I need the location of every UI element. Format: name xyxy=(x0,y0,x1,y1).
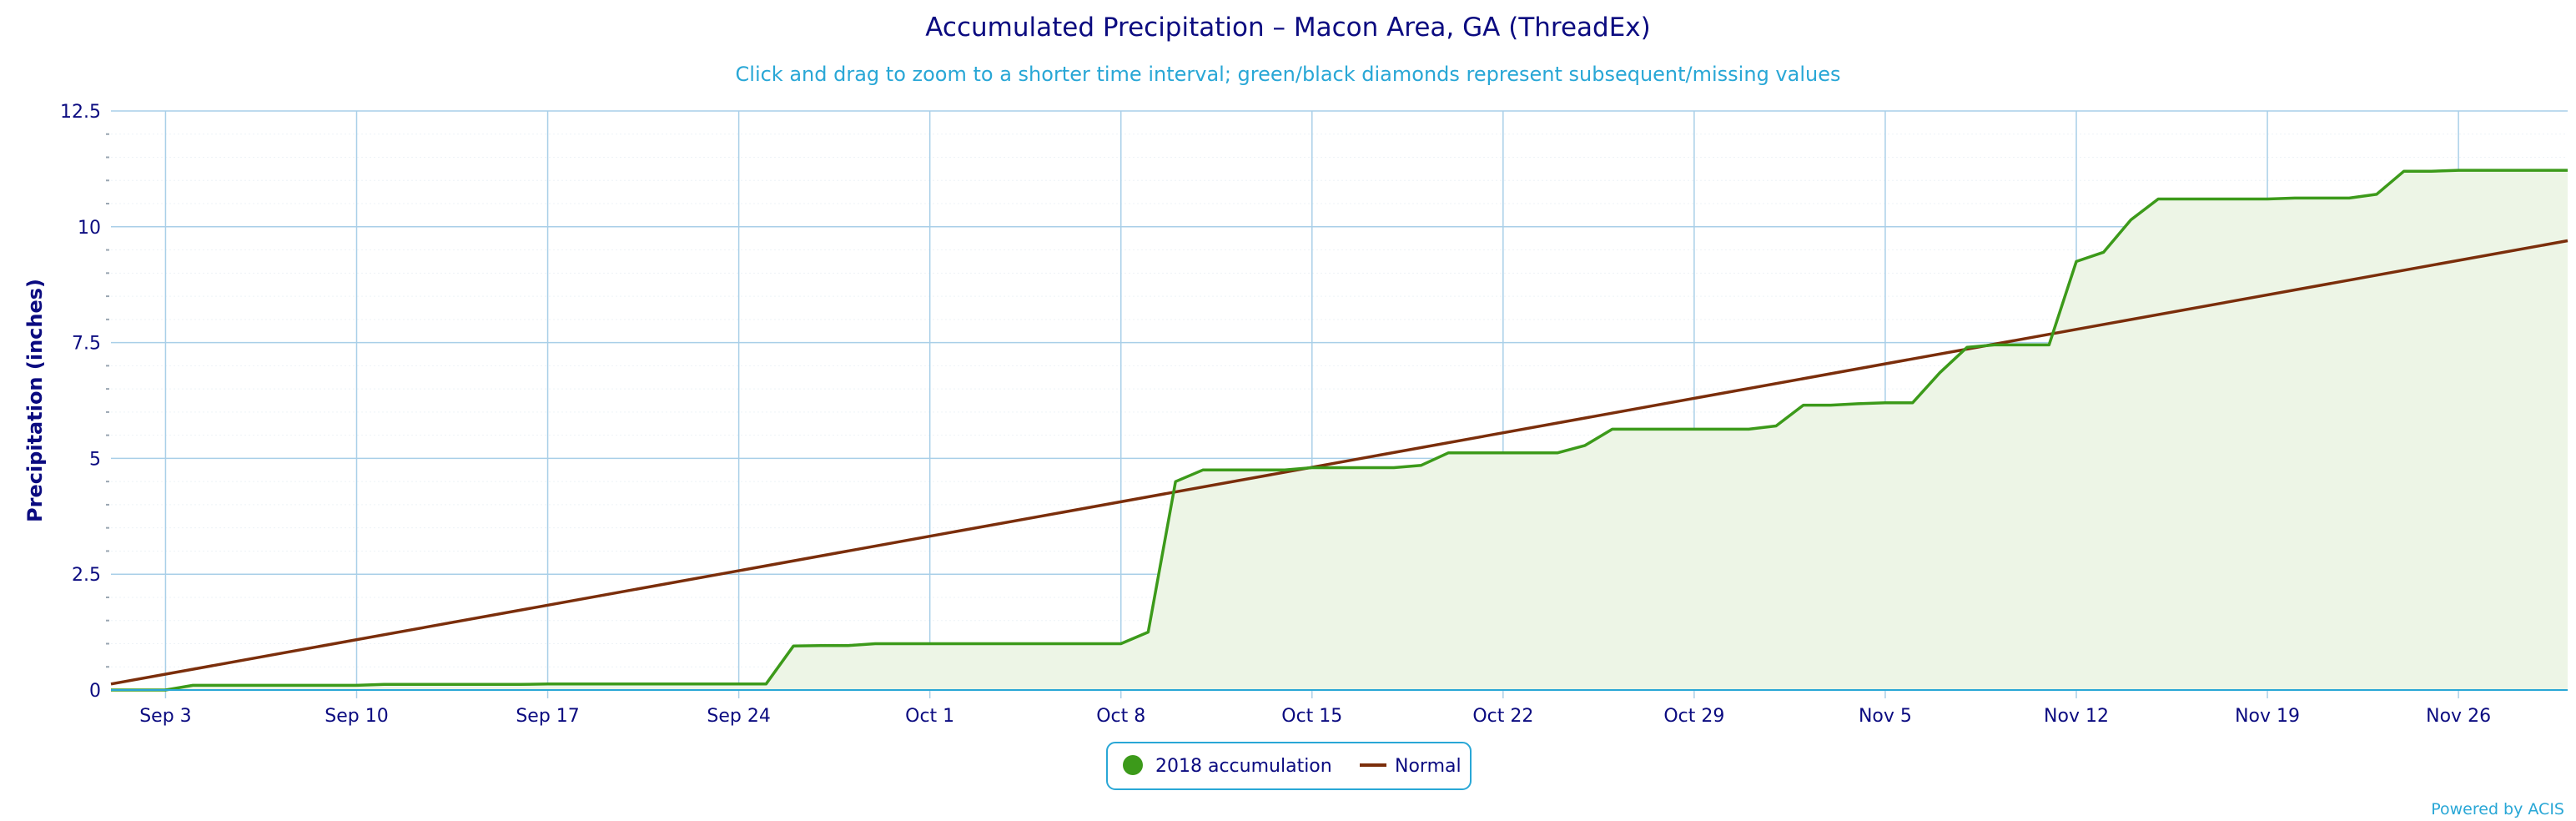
x-tick-label: Sep 10 xyxy=(325,706,388,727)
chart-title: Accumulated Precipitation – Macon Area, … xyxy=(925,13,1650,43)
x-tick-label: Nov 5 xyxy=(1859,706,1912,727)
x-tick-label: Nov 19 xyxy=(2235,706,2300,727)
y-tick-label: 10 xyxy=(78,218,101,239)
x-tick-label: Nov 12 xyxy=(2044,706,2109,727)
y-tick-label: 5 xyxy=(89,449,101,470)
accumulation-area xyxy=(111,170,2568,691)
legend-label-normal: Normal xyxy=(1395,756,1462,777)
x-tick-label: Oct 1 xyxy=(905,706,954,727)
x-tick-label: Sep 3 xyxy=(139,706,191,727)
plot-area[interactable]: 0 2.5 5 7.5 10 12.5 Sep 3 Sep 10 Sep 17 Sep 24 Oct… xyxy=(60,102,2568,727)
y-tick-label: 0 xyxy=(89,681,101,702)
y-tick-label: 7.5 xyxy=(72,334,101,355)
powered-by-credit[interactable]: Powered by ACIS xyxy=(2431,800,2564,818)
chart-subtitle: Click and drag to zoom to a shorter time… xyxy=(736,63,1841,86)
legend-marker-accumulation xyxy=(1123,755,1143,775)
x-tick-label: Oct 29 xyxy=(1663,706,1724,727)
x-tick-label: Sep 24 xyxy=(707,706,770,727)
accumulation-line[interactable] xyxy=(111,169,2568,692)
legend-item-normal[interactable]: Normal xyxy=(1360,756,1462,777)
legend-box xyxy=(1106,742,1472,790)
x-tick-label: Nov 26 xyxy=(2426,706,2491,727)
y-tick-label: 2.5 xyxy=(72,565,101,586)
legend-label-accumulation: 2018 accumulation xyxy=(1155,756,1332,777)
x-tick-label: Oct 15 xyxy=(1281,706,1342,727)
legend[interactable]: 2018 accumulation Normal xyxy=(1106,742,1472,790)
x-tick-label: Oct 8 xyxy=(1096,706,1145,727)
normal-line[interactable] xyxy=(110,239,2568,686)
legend-item-2018-accumulation[interactable]: 2018 accumulation xyxy=(1123,755,1332,777)
x-tick-label: Oct 22 xyxy=(1472,706,1533,727)
y-tick-label: 12.5 xyxy=(60,102,101,123)
y-axis-label: Precipitation (inches) xyxy=(23,279,47,522)
x-tick-label: Sep 17 xyxy=(516,706,579,727)
